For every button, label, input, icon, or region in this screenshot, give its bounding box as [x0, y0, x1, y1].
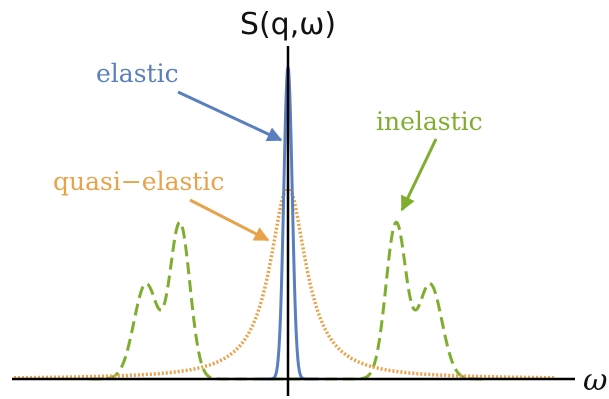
- elastic-arrow: [177, 90, 283, 142]
- quasi-elastic-label: quasi−elastic: [53, 167, 224, 196]
- inelastic-arrow: [400, 138, 438, 212]
- inelastic-label: inelastic: [376, 107, 483, 136]
- inelastic-curve: [90, 220, 486, 381]
- x-axis-title: ω: [583, 363, 607, 398]
- quasi-elastic-arrow: [189, 198, 270, 242]
- quasi-elastic-curve: [14, 185, 556, 380]
- elastic-label: elastic: [96, 59, 179, 88]
- y-axis-title: S(q,ω): [240, 7, 336, 42]
